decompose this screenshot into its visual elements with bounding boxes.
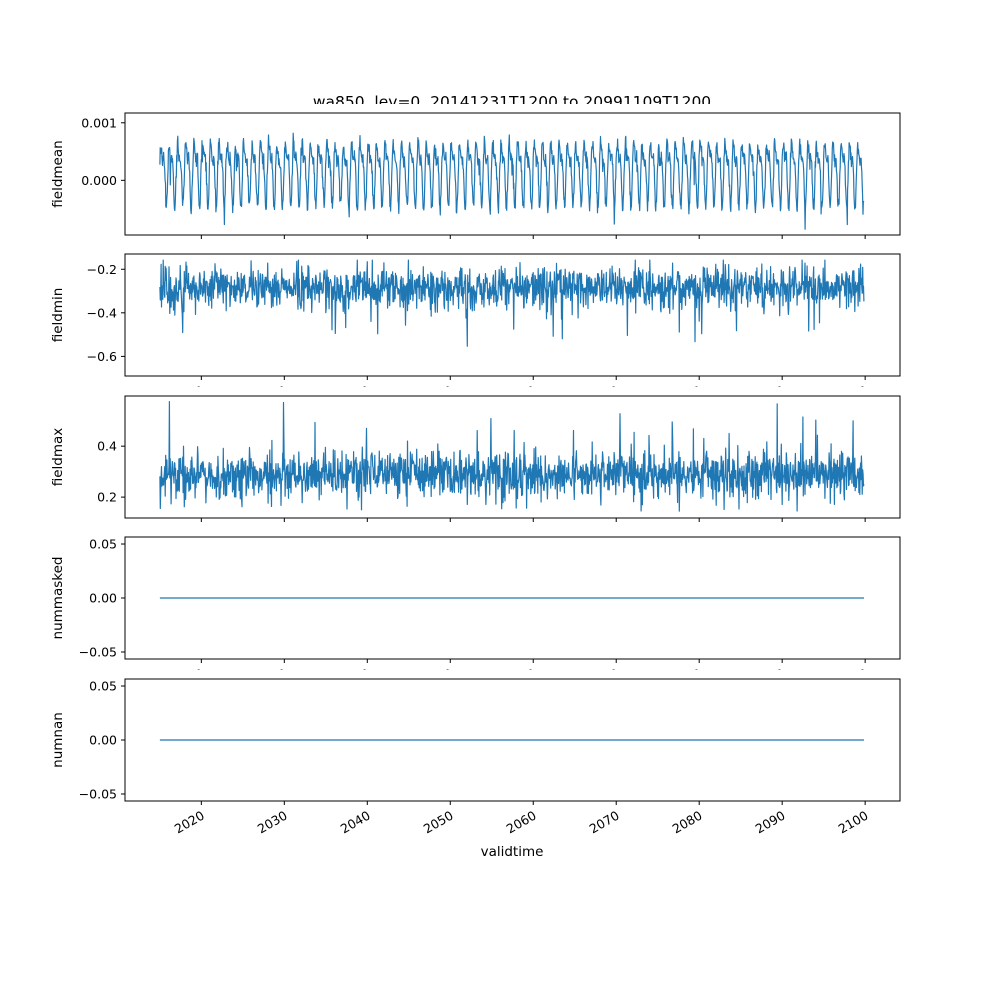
x-tick-label: 2030 [255, 808, 290, 837]
x-axis-label: validtime [481, 844, 544, 860]
x-tick-label: 2070 [587, 808, 622, 837]
y-tick-label: 0.00 [89, 591, 117, 606]
axes-frame [124, 395, 901, 519]
y-tick-label: −0.4 [87, 305, 117, 320]
subplot-nummasked: 0.050.00−0.05202020302040205020602070208… [79, 528, 909, 695]
x-tick-label: 2050 [421, 808, 456, 837]
x-tick-label: 2080 [670, 808, 705, 837]
y-tick-label: −0.2 [87, 262, 117, 277]
x-tick-label: 2100 [836, 808, 871, 837]
axes-frame [124, 253, 901, 377]
y-axis-label-fieldmean: fieldmean [50, 140, 66, 207]
y-tick-label: −0.6 [87, 349, 117, 364]
y-tick-label: 0.000 [81, 173, 117, 188]
subplots-group: 0.000 0.001 2020 2030 2040 2050 2060 2070 2080 20… [79, 104, 909, 837]
x-tick-label: 2040 [338, 808, 373, 837]
y-tick-label: 0.05 [89, 679, 117, 694]
y-tick-label: −0.05 [79, 644, 117, 659]
axes-frame [124, 112, 901, 236]
y-axis-label-fieldmin: fieldmin [50, 288, 66, 343]
y-axis-label-fieldmax: fieldmax [50, 428, 66, 487]
axes-background [124, 528, 909, 659]
y-tick-label: 0.05 [89, 537, 117, 552]
subplot-numnan: 0.05 0.00 −0.05 2020 2030 2040 2050 2060 2070 208… [79, 670, 909, 837]
y-axis-label-nummasked: nummasked [50, 557, 66, 640]
y-tick-label: 0.00 [89, 733, 117, 748]
x-tick-label: 2090 [753, 808, 788, 837]
y-tick-label: −0.05 [79, 786, 117, 801]
x-tick-label: 2020 [172, 808, 207, 837]
series-line-fieldmean [159, 132, 865, 230]
subplot-fieldmin: −0.2−0.4−0.62020203020402050206020702080… [87, 245, 909, 412]
y-axis-label-numnan: numnan [50, 712, 66, 768]
y-tick-label: 0.001 [81, 115, 117, 130]
series-line-fieldmax [159, 401, 865, 512]
y-tick-label: 0.4 [97, 439, 117, 454]
x-tick-label: 2060 [504, 808, 539, 837]
series-line-fieldmin [159, 259, 865, 347]
axes-background [124, 670, 909, 801]
y-tick-label: 0.2 [97, 490, 117, 505]
axes-background [124, 245, 909, 376]
